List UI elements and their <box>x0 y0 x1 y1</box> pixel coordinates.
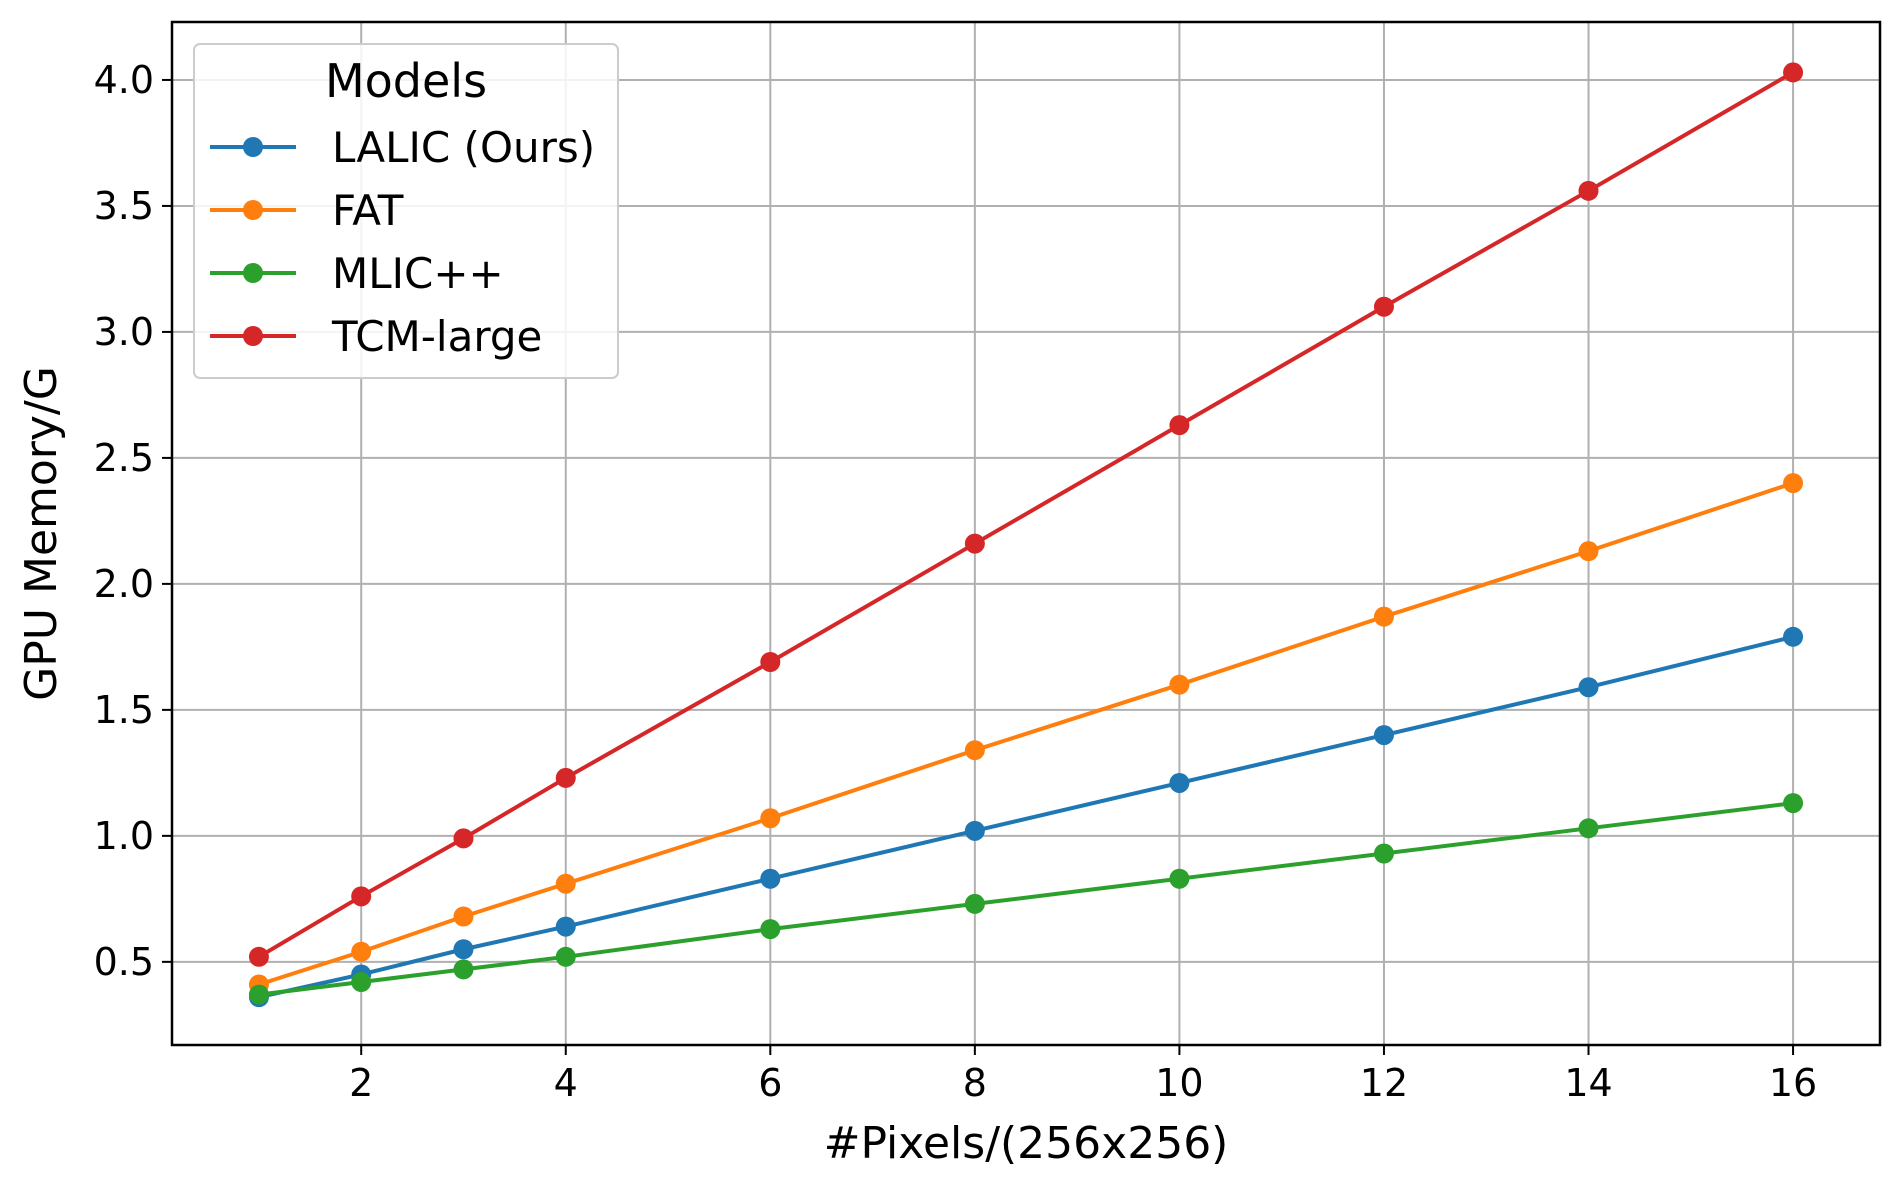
legend-label: TCM-large <box>331 312 542 361</box>
data-point <box>453 959 474 980</box>
y-tick-label: 2.5 <box>94 436 154 480</box>
data-point <box>1373 296 1394 317</box>
data-point <box>1783 473 1804 494</box>
data-point <box>760 808 781 829</box>
x-tick-label: 2 <box>349 1061 373 1105</box>
legend-item: FAT <box>210 186 404 235</box>
series-fat <box>248 473 1804 995</box>
legend-label: LALIC (Ours) <box>332 123 595 172</box>
x-tick-label: 16 <box>1769 1061 1817 1105</box>
series-mlic <box>248 793 1804 1005</box>
series-line <box>258 634 1794 1000</box>
legend-marker <box>243 137 263 157</box>
data-point <box>555 873 576 894</box>
data-point <box>555 767 576 788</box>
grid-lines <box>172 22 1880 1045</box>
legend-label: MLIC++ <box>332 249 504 298</box>
x-tick-label: 10 <box>1155 1061 1203 1105</box>
legend-marker <box>243 200 263 220</box>
data-point <box>351 941 372 962</box>
x-tick-label: 6 <box>758 1061 782 1105</box>
data-point <box>964 740 985 761</box>
data-point <box>1169 868 1190 889</box>
data-point <box>453 906 474 927</box>
y-tick-label: 1.0 <box>94 814 154 858</box>
data-point <box>1169 674 1190 695</box>
series-line <box>257 70 1795 959</box>
series-tcm-large <box>248 62 1804 967</box>
x-tick-label: 4 <box>554 1061 578 1105</box>
legend-marker <box>243 326 263 346</box>
data-point <box>964 893 985 914</box>
data-point <box>351 886 372 907</box>
data-point <box>1578 180 1599 201</box>
data-point <box>760 919 781 940</box>
data-point <box>1373 606 1394 627</box>
legend-item: MLIC++ <box>210 249 504 298</box>
series-line <box>258 801 1794 997</box>
x-tick-label: 12 <box>1360 1061 1408 1105</box>
data-point <box>1578 541 1599 562</box>
y-tick-label: 0.5 <box>94 940 154 984</box>
data-point <box>760 868 781 889</box>
data-point <box>1783 793 1804 814</box>
data-point <box>1578 677 1599 698</box>
data-point <box>760 652 781 673</box>
data-point <box>453 939 474 960</box>
data-point <box>1169 772 1190 793</box>
legend-item: LALIC (Ours) <box>210 123 595 172</box>
y-tick-label: 1.5 <box>94 688 154 732</box>
data-point <box>964 820 985 841</box>
data-point <box>1373 843 1394 864</box>
series-lalic-ours <box>248 626 1804 1008</box>
legend-title: Models <box>325 54 487 108</box>
data-point <box>555 916 576 937</box>
data-point <box>1373 725 1394 746</box>
y-axis-label: GPU Memory/G <box>16 366 67 701</box>
y-tick-label: 2.0 <box>94 562 154 606</box>
series-layer <box>248 62 1804 1008</box>
y-tick-label: 3.0 <box>94 310 154 354</box>
x-axis-label: #Pixels/(256x256) <box>824 1118 1229 1169</box>
data-point <box>1783 626 1804 647</box>
data-point <box>351 972 372 993</box>
plot-frame <box>170 20 1882 1047</box>
data-point <box>964 533 985 554</box>
x-tick-label: 14 <box>1564 1061 1612 1105</box>
data-point <box>1578 818 1599 839</box>
data-point <box>555 946 576 967</box>
legend-item: TCM-large <box>210 312 542 361</box>
data-point <box>248 984 269 1005</box>
data-point <box>1169 415 1190 436</box>
data-point <box>453 828 474 849</box>
legend-box <box>193 43 619 379</box>
axis-ticks: 2 4 6 8 10 12 14 16 0.5 1.0 1.5 2.0 2.5 3.0 3.5 4.0 <box>94 58 1818 1105</box>
data-point <box>1783 62 1804 83</box>
series-line <box>258 481 1794 987</box>
y-tick-label: 4.0 <box>94 58 154 102</box>
legend: Models LALIC (Ours) FAT MLIC++ TCM-large <box>193 43 619 379</box>
x-tick-label: 8 <box>963 1061 987 1105</box>
data-point <box>248 946 269 967</box>
legend-marker <box>243 263 263 283</box>
y-tick-label: 3.5 <box>94 184 154 228</box>
legend-label: FAT <box>332 186 404 235</box>
